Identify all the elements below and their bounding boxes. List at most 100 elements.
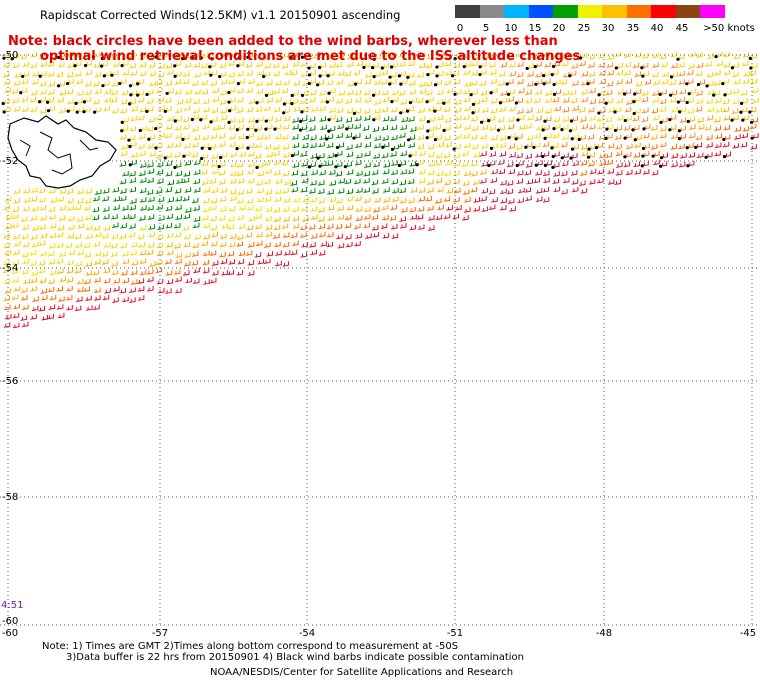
flag-circle — [235, 147, 239, 151]
wind-barb — [47, 313, 55, 320]
wind-barb — [752, 97, 759, 104]
wind-barb — [210, 215, 217, 222]
wind-barb — [553, 151, 560, 157]
wind-barb — [435, 178, 443, 184]
wind-barb — [380, 79, 388, 85]
wind-barb — [509, 206, 516, 212]
flag-circle — [154, 146, 158, 150]
wind-barb — [632, 62, 640, 69]
wind-barb — [515, 144, 523, 150]
wind-barb — [164, 51, 172, 58]
flag-circle — [534, 163, 538, 167]
wind-barb — [337, 214, 344, 220]
wind-barb — [535, 196, 543, 202]
color-bar-segment — [626, 5, 651, 18]
wind-barb — [308, 188, 316, 194]
wind-barb — [435, 160, 442, 166]
wind-barb — [147, 285, 154, 292]
flag-circle — [145, 92, 149, 97]
wind-barb — [427, 179, 434, 185]
wind-barb — [587, 78, 595, 85]
flag-circle — [450, 74, 455, 78]
wind-barb — [93, 259, 101, 265]
wind-barb — [580, 188, 588, 194]
flag-circle — [165, 91, 169, 96]
flag-circle — [325, 100, 329, 104]
color-bar-label: 0 — [456, 23, 464, 34]
wind-barb — [434, 106, 442, 112]
wind-barb — [472, 179, 480, 185]
wind-barb — [309, 142, 317, 149]
wind-barb — [317, 153, 325, 159]
wind-barb — [229, 188, 237, 195]
wind-barb — [418, 150, 426, 157]
wind-barb — [137, 97, 145, 103]
flag-circle — [318, 164, 322, 168]
wind-barb — [659, 53, 667, 60]
wind-barb — [507, 96, 514, 103]
wind-barb — [598, 53, 605, 59]
wind-barb — [624, 52, 631, 58]
flag-circle — [524, 145, 528, 149]
wind-barb — [427, 132, 434, 139]
wind-barb — [219, 206, 227, 213]
wind-barb — [146, 162, 154, 168]
wind-barb — [30, 277, 37, 284]
wind-barb — [147, 196, 155, 203]
wind-barb — [191, 151, 199, 158]
wind-barb — [75, 51, 83, 58]
wind-barb — [31, 79, 39, 85]
wind-barb — [398, 61, 406, 67]
wind-barb — [373, 143, 381, 149]
wind-barb — [608, 107, 615, 113]
wind-barb — [94, 88, 102, 95]
wind-barb — [463, 142, 471, 149]
wind-barb — [41, 315, 48, 321]
wind-barb — [473, 197, 480, 203]
wind-barb — [490, 135, 498, 141]
wind-barb — [525, 153, 532, 159]
wind-barb — [194, 234, 201, 240]
flag-circle — [128, 102, 132, 106]
wind-barb — [77, 249, 84, 256]
wind-barb — [158, 132, 165, 138]
wind-barb — [119, 161, 127, 167]
wind-barb — [263, 178, 271, 185]
wind-barb — [390, 106, 398, 113]
wind-barb — [326, 79, 334, 86]
wind-barb — [392, 196, 399, 202]
wind-barb — [128, 135, 136, 141]
wind-barb — [382, 142, 390, 148]
flag-circle — [722, 137, 726, 141]
wind-barb — [155, 115, 163, 121]
wind-barb — [147, 143, 154, 149]
wind-barb — [418, 116, 426, 122]
wind-barb — [3, 304, 11, 311]
lon-label: -60 — [1, 628, 19, 639]
wind-barb — [381, 107, 388, 113]
wind-barb — [77, 188, 84, 195]
wind-barb — [68, 106, 75, 112]
wind-barb — [400, 207, 408, 213]
wind-barb — [310, 249, 317, 256]
wind-barb — [257, 197, 264, 203]
wind-barb — [309, 53, 317, 60]
wind-barb — [31, 187, 38, 193]
wind-barb — [318, 223, 326, 230]
wind-barb — [110, 54, 118, 60]
wind-barb — [274, 196, 282, 202]
wind-barb — [182, 225, 190, 231]
wind-barb — [282, 188, 289, 194]
wind-barb — [371, 214, 379, 220]
wind-barb — [499, 135, 507, 141]
wind-barb — [175, 115, 182, 122]
wind-barb — [246, 205, 254, 211]
flag-circle — [99, 64, 104, 68]
wind-barb — [598, 152, 606, 159]
wind-barb — [85, 60, 93, 67]
wind-barb — [328, 88, 336, 94]
wind-barb — [572, 133, 579, 140]
wind-barb — [353, 178, 361, 185]
wind-barb — [337, 188, 345, 194]
wind-barb — [137, 78, 145, 85]
